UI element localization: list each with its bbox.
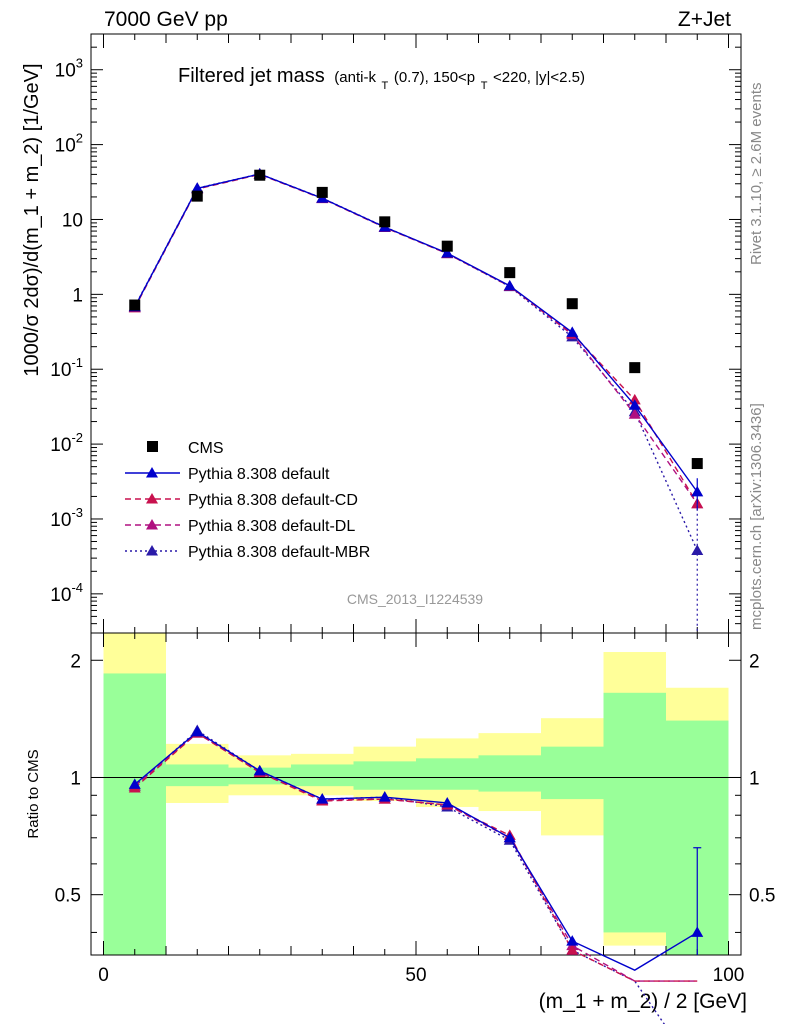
ratio-tick-label-left: 2: [70, 651, 81, 672]
ratio-tick-label-left: 1: [70, 768, 81, 789]
legend-label: Pythia 8.308 default: [188, 466, 330, 483]
title-sub-1: (anti-k: [334, 69, 376, 86]
plot-title: Filtered jet mass (anti-k T (0.7), 150<p…: [178, 65, 585, 94]
data-point-cms: [129, 299, 141, 311]
legend-marker-mbr: [146, 545, 158, 556]
data-point-cms: [629, 362, 641, 374]
y-tick-label: 10-1: [50, 355, 83, 381]
ratio-band-inner: [478, 755, 541, 792]
ratio-band-inner: [416, 758, 479, 790]
data-point-cms: [691, 458, 703, 470]
ratio-point-default: [253, 764, 266, 776]
series-point-dl: [628, 408, 641, 419]
series-point-default: [566, 326, 579, 337]
title-sub-3: (0.7), 150<p: [394, 69, 475, 86]
title-sub-2: T: [382, 80, 389, 92]
data-point-cms: [504, 267, 516, 279]
legend: CMS Pythia 8.308 default Pythia 8.308 defa…: [125, 440, 370, 561]
mcplots-label: mcplots.cern.ch [arXiv:1306.3436]: [748, 403, 765, 630]
ratio-tick-label-right: 2: [749, 651, 760, 672]
y-tick-label: 102: [55, 131, 83, 157]
analysis-watermark: CMS_2013_I1224539: [347, 591, 483, 607]
ratio-tick-label-left: 0.5: [55, 886, 81, 907]
legend-label: CMS: [188, 440, 224, 457]
title-sub-4: T: [481, 80, 488, 92]
x-tick-label: 100: [713, 965, 745, 986]
legend-marker-cd: [146, 493, 158, 504]
ratio-line-dl: [134, 732, 698, 982]
ratio-line-default: [134, 730, 698, 971]
ratio-point-default: [378, 791, 391, 802]
legend-label: Pythia 8.308 default-DL: [188, 518, 355, 535]
ratio-point-default: [503, 831, 516, 843]
legend-marker-cms: [147, 441, 158, 452]
ratio-point-default: [128, 778, 141, 789]
y-tick-label: 10-2: [50, 430, 83, 456]
legend-marker-default: [146, 467, 158, 478]
data-point-cms: [379, 216, 391, 228]
ratio-point-cd: [566, 944, 579, 955]
ratio-point-default: [566, 935, 579, 946]
header-right: Z+Jet: [678, 8, 731, 31]
ratio-axis-label: Ratio to CMS: [25, 749, 42, 838]
ratio-tick-label-right: 1: [749, 768, 760, 789]
data-point-cms: [566, 298, 578, 310]
ratio-point-default: [191, 725, 204, 737]
legend-label: Pythia 8.308 default-MBR: [188, 544, 370, 561]
ratio-tick-label-right: 0.5: [749, 886, 775, 907]
x-tick-label: 50: [405, 965, 426, 986]
rivet-label: Rivet 3.1.10, ≥ 2.6M events: [748, 83, 765, 266]
ratio-point-default: [441, 796, 454, 808]
data-point-cms: [191, 190, 203, 202]
title-main: Filtered jet mass: [178, 65, 325, 87]
ratio-plot-frame: 0 50 100 0.5 0.5 1 1 2 2: [55, 632, 775, 986]
series-line-default: [134, 173, 698, 493]
legend-marker-dl: [146, 519, 158, 530]
y-tick-label: 10-3: [50, 505, 83, 531]
y-tick-label: 103: [55, 56, 83, 82]
legend-label: Pythia 8.308 default-CD: [188, 492, 358, 509]
series-line-dl: [134, 173, 698, 505]
main-plot-frame: 10-4 10-3 10-2 10-1 1 10 102 103: [50, 33, 742, 634]
header-left: 7000 GeV pp: [104, 8, 228, 31]
ratio-band-inner: [353, 761, 416, 790]
ratio-point-default: [316, 793, 329, 804]
ratio-band-inner: [541, 746, 604, 800]
ratio-line-cd: [134, 732, 698, 982]
series-point-default: [191, 182, 204, 193]
data-point-cms: [254, 169, 266, 181]
series-point-default: [441, 247, 454, 258]
y-tick-label: 1: [72, 285, 83, 306]
x-axis-label: (m_1 + m_2) / 2 [GeV]: [539, 990, 747, 1013]
y-tick-label: 10: [62, 210, 83, 231]
title-sub-5: <220, |y|<2.5): [493, 69, 585, 86]
series-point-default: [628, 399, 641, 410]
y-tick-label: 10-4: [50, 580, 83, 606]
ratio-band-inner: [603, 692, 666, 933]
x-tick-label: 0: [98, 965, 109, 986]
ratio-band-inner: [103, 673, 166, 955]
series-point-default: [503, 279, 516, 291]
y-axis-label: 1000/σ 2dσ)/d(m_1 + m_2) [1/GeV]: [21, 63, 43, 376]
data-point-cms: [441, 240, 453, 252]
ratio-series: [128, 724, 704, 1024]
data-point-cms: [316, 186, 328, 198]
ratio-band-inner: [291, 764, 354, 787]
main-series: [128, 167, 704, 633]
ratio-bands: [103, 633, 729, 955]
ratio-band-inner: [166, 764, 229, 787]
